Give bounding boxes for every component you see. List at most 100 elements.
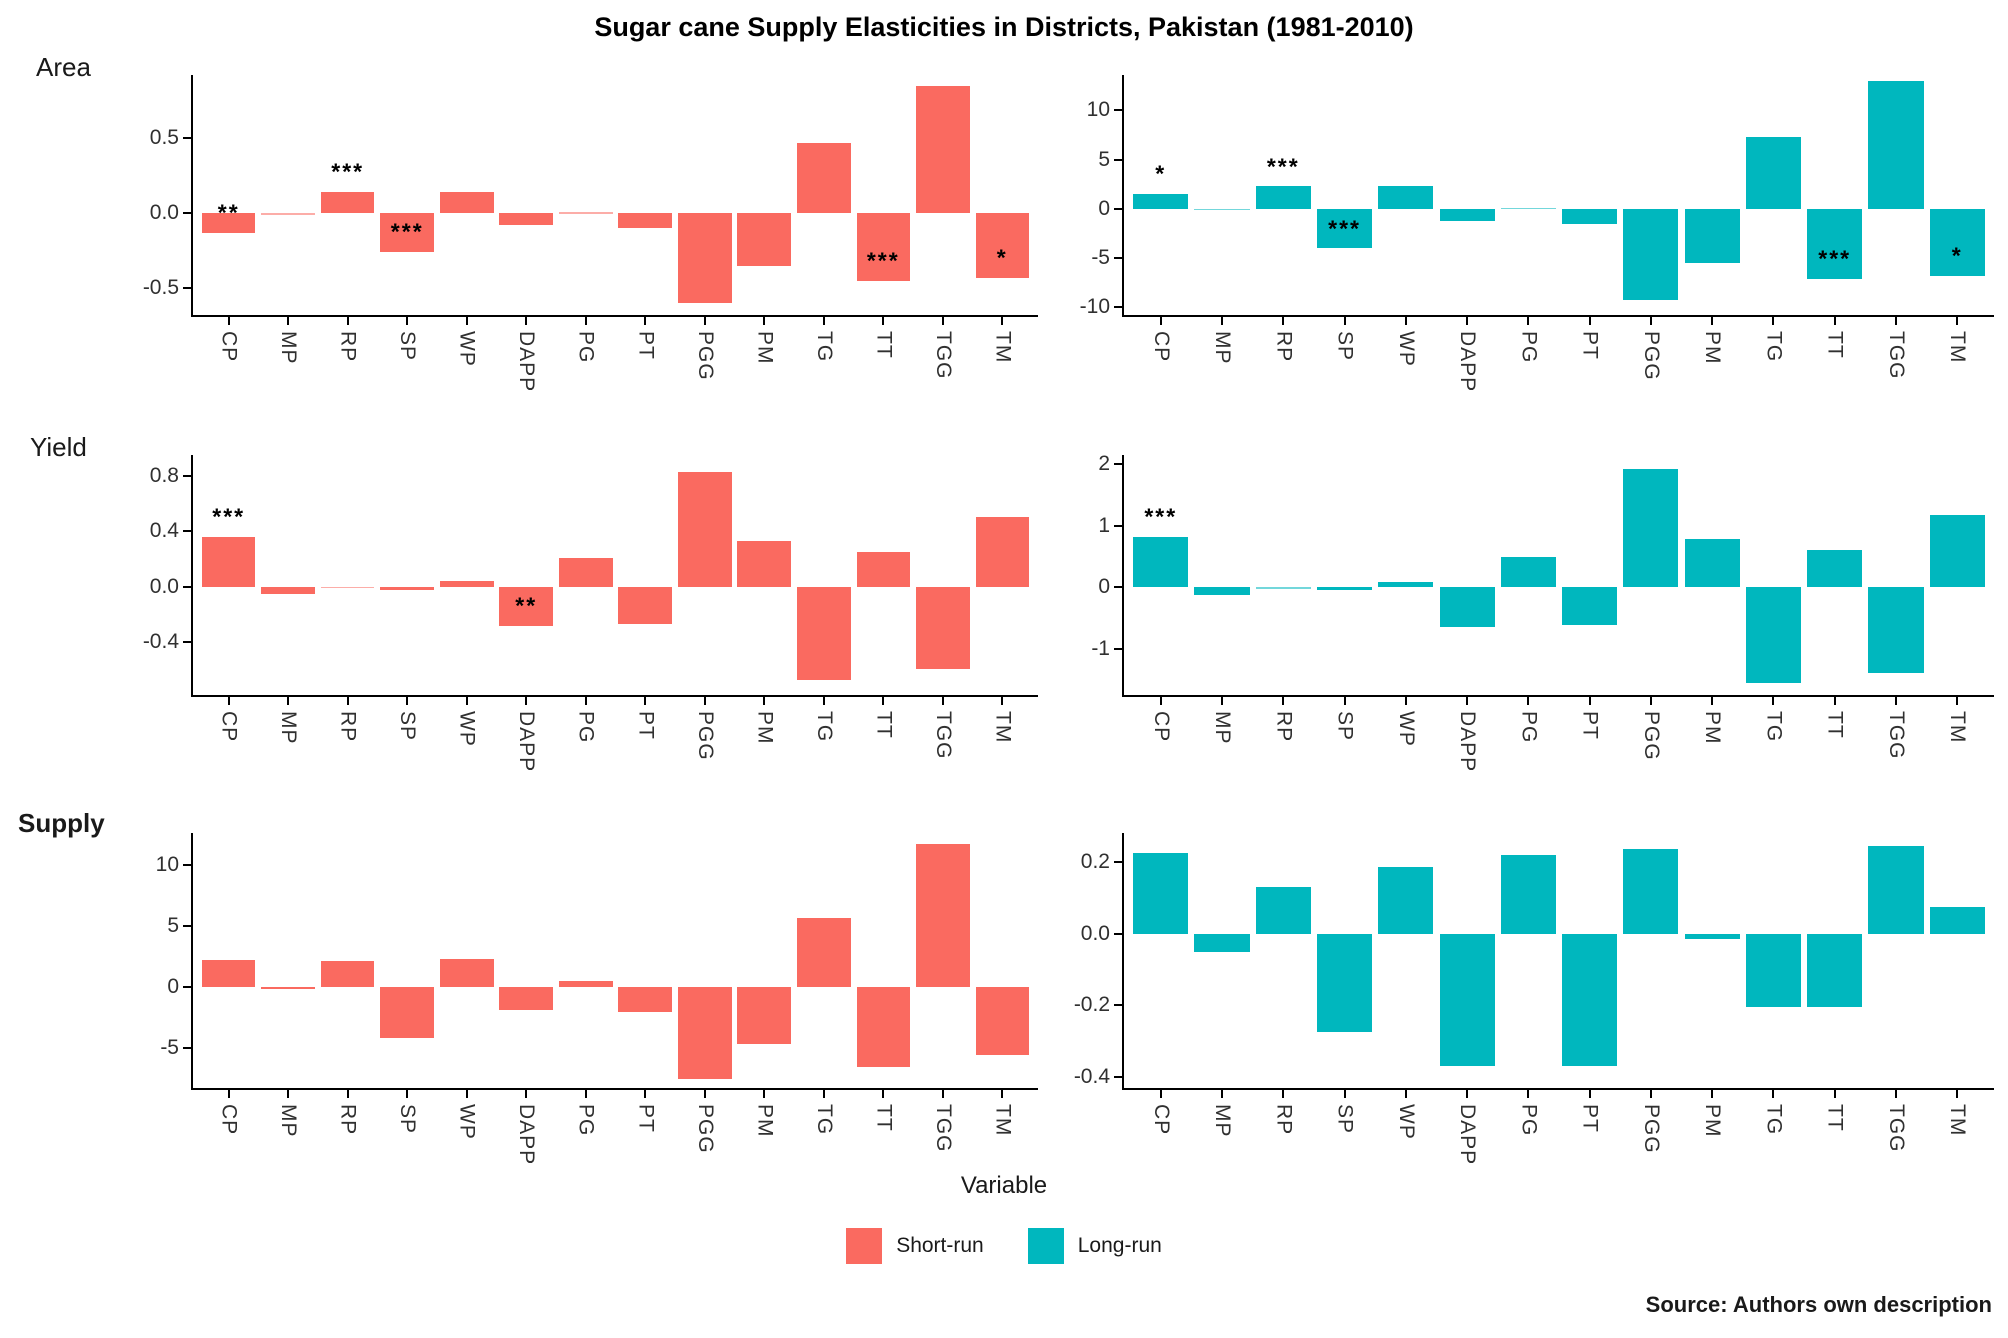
x-tick-supply-short-run	[584, 1090, 587, 1098]
bar-supply-short-run-pm	[737, 986, 792, 1045]
bar-supply-short-run-tm	[975, 986, 1030, 1056]
x-tick-supply-short-run	[227, 1090, 230, 1098]
x-tick-label-yield-long-run-mp: MP	[1211, 711, 1235, 745]
y-tick-label-area-short-run: 0.5	[149, 126, 179, 149]
x-tick-label-yield-short-run-cp: CP	[217, 711, 241, 743]
x-tick-label-area-short-run-pgg: PGG	[693, 331, 717, 381]
x-tick-label-supply-short-run-sp: SP	[396, 1104, 420, 1135]
y-tick-yield-short-run	[183, 641, 191, 644]
y-tick-yield-long-run	[1114, 463, 1122, 466]
x-tick-label-supply-long-run-pt: PT	[1578, 1104, 1602, 1133]
bar-yield-short-run-sp	[380, 586, 434, 590]
x-tick-label-yield-short-run-sp: SP	[396, 711, 420, 742]
bar-supply-long-run-pgg	[1623, 849, 1679, 934]
x-tick-label-yield-short-run-pt: PT	[634, 711, 658, 740]
x-tick-supply-short-run	[1001, 1090, 1004, 1098]
x-tick-label-supply-short-run-pm: PM	[753, 1104, 777, 1138]
y-tick-supply-long-run	[1114, 1004, 1122, 1007]
bar-area-short-run-tm	[975, 213, 1030, 278]
x-tick-label-supply-short-run-wp: WP	[455, 1104, 479, 1140]
bar-supply-short-run-pt	[618, 986, 673, 1013]
x-tick-area-long-run	[1527, 317, 1530, 325]
y-tick-label-yield-short-run: 0.8	[149, 463, 179, 487]
row-label-area: Area	[36, 52, 91, 82]
x-tick-label-supply-long-run-cp: CP	[1149, 1104, 1173, 1136]
x-tick-label-yield-long-run-tg: TG	[1762, 711, 1786, 743]
row-label-yield: Yield	[30, 432, 87, 462]
x-tick-yield-long-run	[1282, 697, 1285, 705]
x-tick-supply-long-run	[1711, 1090, 1714, 1098]
bar-supply-short-run-pgg	[677, 986, 732, 1080]
x-tick-label-area-short-run-tm: TM	[991, 331, 1015, 364]
x-tick-label-supply-short-run-mp: MP	[277, 1104, 301, 1138]
bar-yield-long-run-wp	[1378, 582, 1434, 588]
x-tick-supply-long-run	[1956, 1090, 1959, 1098]
y-tick-area-short-run	[183, 212, 191, 214]
bar-yield-long-run-tg	[1745, 587, 1801, 683]
y-tick-yield-short-run	[183, 474, 191, 477]
x-tick-supply-long-run	[1649, 1090, 1652, 1098]
bar-area-short-run-tg	[796, 142, 851, 213]
bar-supply-long-run-pg	[1500, 854, 1556, 934]
x-tick-label-supply-long-run-tt: TT	[1823, 1104, 1847, 1132]
bar-area-short-run-pg	[558, 212, 613, 214]
x-tick-area-short-run	[584, 317, 587, 325]
x-tick-label-yield-long-run-cp: CP	[1149, 711, 1173, 743]
x-tick-label-supply-long-run-sp: SP	[1333, 1104, 1357, 1135]
significance-stars-area-long-run-tm: *	[1951, 242, 1963, 269]
x-tick-area-long-run	[1404, 317, 1407, 325]
x-tick-yield-short-run	[644, 697, 647, 705]
bar-area-short-run-cp	[201, 213, 256, 233]
bar-supply-long-run-tt	[1807, 933, 1863, 1008]
x-tick-label-area-long-run-tm: TM	[1946, 331, 1970, 364]
x-tick-label-supply-long-run-dapp: DAPP	[1456, 1104, 1480, 1166]
x-tick-label-area-long-run-rp: RP	[1272, 331, 1296, 363]
x-tick-label-area-short-run-sp: SP	[396, 331, 420, 362]
x-tick-label-yield-short-run-pgg: PGG	[693, 711, 717, 761]
bar-supply-short-run-tg	[796, 918, 851, 987]
bar-area-long-run-pt	[1562, 208, 1618, 224]
x-tick-label-area-short-run-rp: RP	[336, 331, 360, 363]
y-tick-label-yield-long-run: 0	[1098, 575, 1110, 599]
legend-label-long-run: Long-run	[1077, 1234, 1162, 1257]
x-tick-label-supply-short-run-tt: TT	[872, 1104, 896, 1132]
bar-yield-long-run-tt	[1807, 550, 1863, 588]
x-tick-label-supply-long-run-pm: PM	[1701, 1104, 1725, 1138]
x-tick-label-area-long-run-pm: PM	[1701, 331, 1725, 365]
row-label-supply: Supply	[18, 808, 105, 838]
x-tick-label-yield-short-run-tm: TM	[991, 711, 1015, 744]
x-tick-yield-short-run	[1001, 697, 1004, 705]
x-tick-supply-long-run	[1833, 1090, 1836, 1098]
x-tick-area-long-run	[1956, 317, 1959, 325]
x-tick-label-supply-long-run-rp: RP	[1272, 1104, 1296, 1136]
significance-stars-area-short-run-tt: ***	[866, 247, 900, 274]
bar-yield-long-run-cp	[1133, 536, 1189, 588]
x-tick-supply-short-run	[465, 1090, 468, 1098]
x-tick-label-area-short-run-dapp: DAPP	[515, 331, 539, 393]
bar-yield-short-run-pt	[618, 586, 673, 625]
bar-supply-short-run-tgg	[916, 843, 970, 987]
x-tick-supply-long-run	[1588, 1090, 1591, 1098]
x-tick-label-supply-short-run-tg: TG	[812, 1104, 836, 1136]
y-tick-label-supply-short-run: -5	[160, 1035, 179, 1059]
x-tick-label-supply-long-run-mp: MP	[1211, 1104, 1235, 1138]
x-tick-area-long-run	[1772, 317, 1775, 325]
x-axis-line-supply-long-run	[1122, 1088, 1994, 1090]
legend-label-short-run: Short-run	[896, 1234, 984, 1257]
x-tick-yield-short-run	[525, 697, 528, 705]
x-tick-label-yield-short-run-pm: PM	[753, 711, 777, 745]
bar-yield-long-run-tgg	[1868, 587, 1924, 674]
bar-area-short-run-tgg	[916, 85, 970, 213]
bar-area-long-run-mp	[1194, 208, 1250, 211]
bar-supply-long-run-pm	[1684, 933, 1740, 939]
x-tick-yield-short-run	[287, 697, 290, 705]
bar-yield-long-run-rp	[1255, 587, 1311, 589]
y-tick-label-yield-short-run: 0.4	[149, 519, 179, 543]
x-tick-area-long-run	[1466, 317, 1469, 325]
y-tick-label-area-short-run: -0.5	[142, 276, 179, 299]
x-tick-area-short-run	[1001, 317, 1004, 325]
x-axis-line-area-short-run	[191, 315, 1038, 317]
y-tick-label-area-long-run: 0	[1098, 196, 1110, 220]
y-tick-label-supply-long-run: 0.2	[1080, 849, 1110, 873]
